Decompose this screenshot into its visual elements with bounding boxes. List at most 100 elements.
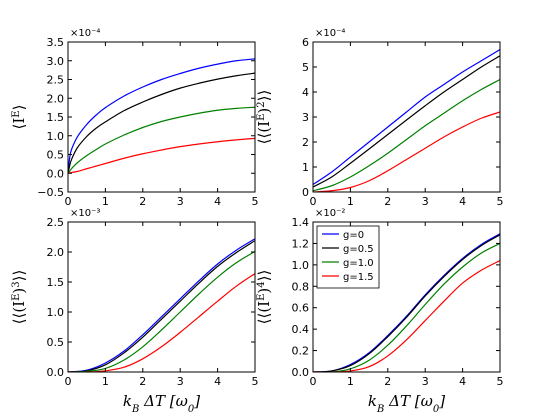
legend-label: g=1.5 [343, 272, 374, 283]
axis-exponent-label: ×10⁻² [315, 208, 345, 219]
y-tick-label: 1.4 [292, 216, 310, 229]
y-tick-label: 2 [302, 136, 309, 149]
y-tick-label: 0.0 [47, 167, 65, 180]
y-tick-label: 1.5 [47, 111, 65, 124]
legend-label: g=0 [343, 230, 364, 241]
plot-frame [312, 41, 501, 193]
y-tick-label: 1.0 [47, 306, 65, 319]
y-tick-label: 1 [302, 161, 309, 174]
y-tick-label: 0.5 [47, 336, 65, 349]
series-line-g=1.0 [313, 242, 500, 372]
x-tick-label: 5 [497, 195, 504, 208]
x-tick-label: 3 [177, 195, 184, 208]
y-tick-label: 3.0 [47, 55, 65, 68]
axis-exponent-label: ×10⁻⁴ [315, 28, 345, 39]
plot-frame [312, 221, 501, 373]
y-tick-label: 6 [302, 36, 309, 49]
chart-panel-4: 0 1 2 3 4 5 0.0 0.2 0.4 0.6 0.8 1.0 1.2 1.4 ×10⁻² ⟨⟨(IE… [255, 208, 504, 415]
series-line-g=0 [68, 238, 255, 372]
legend-label: g=0.5 [343, 244, 374, 255]
legend-box [316, 225, 380, 289]
series-line-g=0.5 [68, 72, 255, 174]
x-tick-label: 3 [177, 375, 184, 388]
x-tick-label: 2 [384, 195, 391, 208]
y-tick-label: 3 [302, 111, 309, 124]
y-axis-label-text: ⟨⟨(IE)4⟩⟩ [255, 270, 273, 325]
series-group [68, 238, 255, 372]
legend-label: g=1.0 [343, 258, 374, 269]
x-tick-label: 5 [252, 195, 259, 208]
series-line-g=1.5 [68, 273, 255, 372]
y-tick-label: 0.0 [292, 366, 310, 379]
axis-exponent-label: ×10⁻³ [70, 208, 100, 219]
y-tick-label: 1.5 [47, 276, 65, 289]
y-tick-label: 1.0 [47, 130, 65, 143]
series-line-g=1.0 [68, 106, 255, 174]
y-tick-label: 1.2 [292, 237, 310, 250]
y-axis-label: ⟨⟨(IE)3⟩⟩ [10, 270, 28, 325]
y-axis-label-text: ⟨IE⟩ [10, 105, 28, 130]
series-line-g=1.5 [68, 137, 255, 174]
x-tick-label: 0 [310, 375, 317, 388]
series-line-g=0.5 [313, 234, 500, 372]
x-tick-label: 0 [310, 195, 317, 208]
y-tick-label: 0.8 [292, 280, 310, 293]
series-group [313, 48, 500, 192]
x-tick-label: 2 [384, 375, 391, 388]
series-line-g=1.0 [68, 250, 255, 372]
series-line-g=0.5 [313, 55, 500, 188]
x-axis-label: kB ΔT [ω0] [368, 392, 445, 415]
series-line-g=1.0 [313, 78, 500, 192]
y-tick-label: 2.0 [47, 92, 65, 105]
y-tick-label: −0.5 [37, 186, 64, 199]
x-tick-label: 1 [102, 375, 109, 388]
y-tick-label: 0 [302, 186, 309, 199]
x-tick-label: 5 [252, 375, 259, 388]
y-tick-label: 0.2 [292, 345, 310, 358]
plot-frame [67, 221, 256, 373]
axis-exponent-label: ×10⁻⁴ [70, 28, 100, 39]
y-axis-label-text: ⟨⟨(IE)3⟩⟩ [10, 270, 28, 325]
x-tick-label: 4 [214, 375, 221, 388]
series-line-g=1.5 [313, 111, 500, 192]
y-tick-label: 4 [302, 86, 309, 99]
y-axis-label-text: ⟨⟨(IE)2⟩⟩ [255, 90, 273, 145]
x-tick-label: 3 [422, 375, 429, 388]
x-tick-label: 4 [214, 195, 221, 208]
series-group [68, 58, 255, 174]
x-tick-label: 2 [139, 195, 146, 208]
y-axis-label: ⟨IE⟩ [10, 105, 28, 130]
y-axis-label: ⟨⟨(IE)2⟩⟩ [255, 90, 273, 145]
x-tick-label: 0 [65, 375, 72, 388]
legend: g=0 g=0.5 g=1.0 g=1.5 [316, 225, 380, 289]
y-tick-label: 0.6 [292, 302, 310, 315]
chart-panel-3: 0 1 2 3 4 5 0.0 0.5 1.0 1.5 2.0 2.5 ×10⁻³ ⟨⟨(IE)3⟩⟩ kB… [10, 208, 259, 415]
y-tick-label: 1.0 [292, 259, 310, 272]
y-tick-label: 2.5 [47, 74, 65, 87]
x-tick-label: 4 [459, 195, 466, 208]
y-tick-label: 0.5 [47, 149, 65, 162]
y-tick-label: 0.4 [292, 323, 310, 336]
chart-panel-1: 0 1 2 3 4 5 −0.5 0.0 0.5 1.0 1.5 2.0 2.5 3.0 3.5 ×10⁻⁴ ⟨… [10, 28, 259, 208]
series-line-g=0.5 [68, 240, 255, 372]
x-tick-label: 3 [422, 195, 429, 208]
y-axis-label: ⟨⟨(IE)4⟩⟩ [255, 270, 273, 325]
y-tick-label: 2.0 [47, 246, 65, 259]
series-line-g=0 [68, 58, 255, 174]
x-tick-label: 2 [139, 375, 146, 388]
chart-panel-2: 0 1 2 3 4 5 0 1 2 3 4 5 6 ×10⁻⁴ ⟨⟨(IE)2⟩⟩ [255, 28, 504, 208]
x-tick-label: 1 [102, 195, 109, 208]
series-line-g=0 [313, 48, 500, 185]
x-tick-label: 1 [347, 375, 354, 388]
x-tick-label: 0 [65, 195, 72, 208]
series-line-g=0 [313, 233, 500, 372]
series-group [313, 233, 500, 372]
x-tick-label: 5 [497, 375, 504, 388]
y-tick-label: 5 [302, 61, 309, 74]
y-tick-label: 3.5 [47, 36, 65, 49]
x-axis-label: kB ΔT [ω0] [123, 392, 200, 415]
y-tick-label: 2.5 [47, 216, 65, 229]
plot-frame [67, 41, 256, 193]
x-tick-label: 4 [459, 375, 466, 388]
